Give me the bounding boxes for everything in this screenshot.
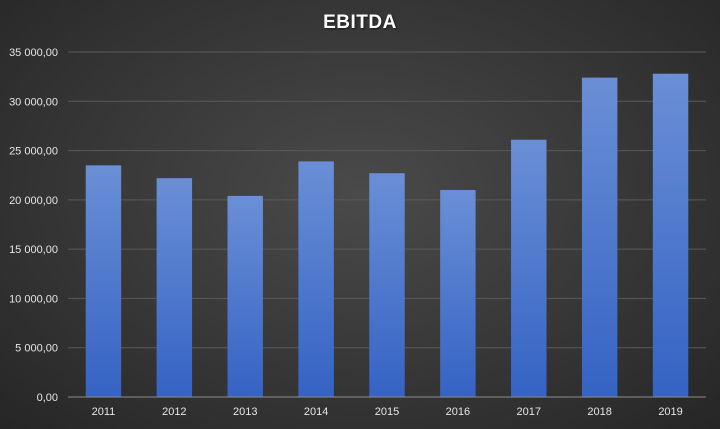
y-tick-label: 25 000,00	[9, 146, 58, 158]
y-tick-label: 35 000,00	[9, 47, 58, 59]
bars	[85, 73, 689, 397]
y-tick-label: 0,00	[37, 392, 58, 404]
bar-2013	[227, 195, 263, 397]
bar-2016	[440, 190, 476, 397]
x-tick-label: 2019	[658, 406, 682, 418]
bar-2017	[511, 139, 547, 397]
y-tick-labels: 0,00 5 000,00 10 000,00 15 000,00 20 000,00 2…	[9, 47, 58, 404]
y-tick-label: 20 000,00	[9, 195, 58, 207]
y-tick-label: 30 000,00	[9, 96, 58, 108]
x-tick-label: 2016	[446, 406, 470, 418]
y-tick-label: 15 000,00	[9, 244, 58, 256]
bar-2011	[85, 165, 122, 397]
x-tick-label: 2012	[162, 406, 186, 418]
bar-2015	[369, 173, 405, 397]
bar-2014	[298, 161, 334, 397]
x-tick-labels: 2011 2012 2013 2014 2015 2016 2017 2018 2019	[92, 406, 683, 418]
x-tick-label: 2014	[304, 406, 328, 418]
x-tick-label: 2013	[233, 406, 257, 418]
x-tick-label: 2011	[92, 406, 116, 418]
chart-title: EBITDA	[323, 12, 397, 33]
x-tick-label: 2018	[587, 406, 611, 418]
bar-2018	[581, 77, 618, 397]
bar-2019	[652, 73, 689, 397]
y-tick-label: 10 000,00	[9, 293, 58, 305]
x-tick-label: 2015	[375, 406, 399, 418]
bar-2012	[156, 178, 193, 397]
x-tick-label: 2017	[517, 406, 541, 418]
y-tick-label: 5 000,00	[15, 343, 58, 355]
